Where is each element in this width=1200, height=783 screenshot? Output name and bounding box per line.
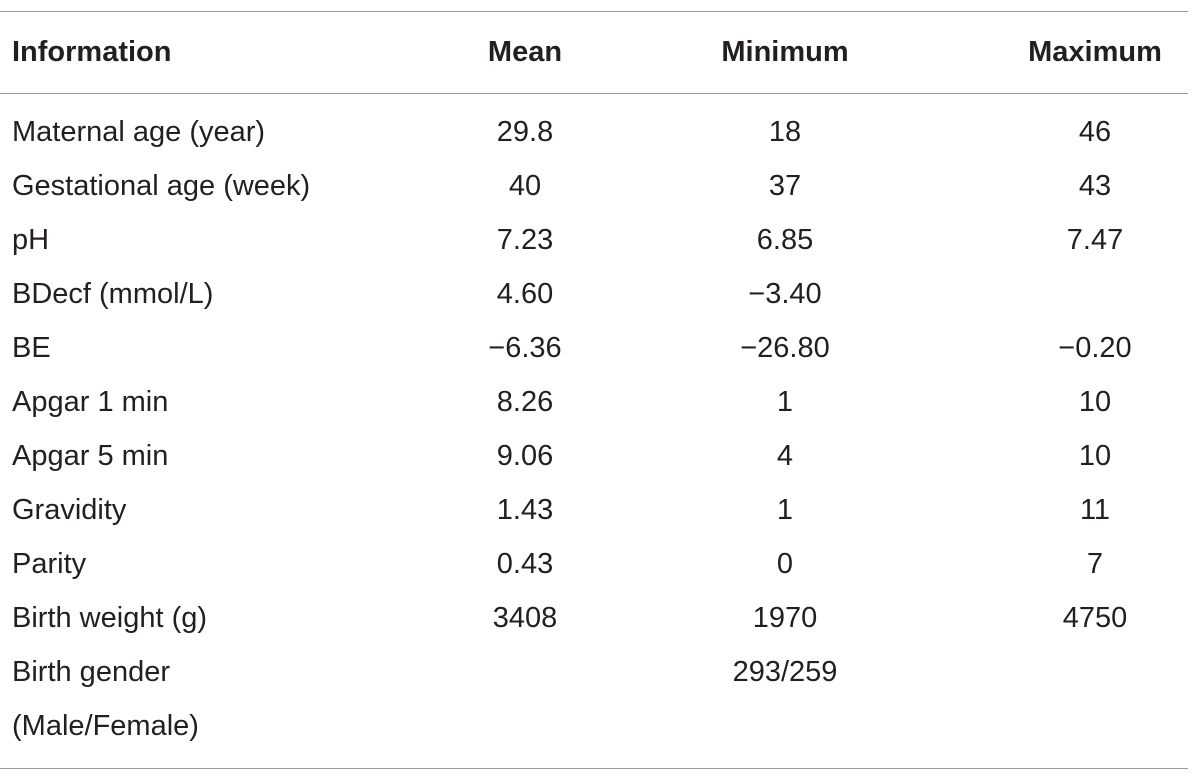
cell-mean: 4.60 <box>496 278 554 310</box>
cell-minimum: 0 <box>776 548 794 580</box>
cell-birth-gender-ratio: 293/259 <box>732 656 838 688</box>
cell-maximum: 7 <box>1086 548 1104 580</box>
cell-minimum: 1970 <box>752 602 818 634</box>
cell-minimum: 1 <box>776 386 794 418</box>
table-row: Apgar 5 min 9.06 4 10 <box>0 436 1200 490</box>
cell-maximum: 10 <box>1078 440 1112 472</box>
cell-maximum: 11 <box>1079 494 1111 526</box>
table-row: BDecf (mmol/L) 4.60 −3.40 <box>0 274 1200 328</box>
cell-minimum: 1 <box>776 494 794 526</box>
table-row: Apgar 1 min 8.26 1 10 <box>0 382 1200 436</box>
cell-minimum: 37 <box>768 170 802 202</box>
cell-maximum: 7.47 <box>1066 224 1124 256</box>
table-body: Maternal age (year) 29.8 18 46 Gestation… <box>0 112 1200 746</box>
table-row: BE −6.36 −26.80 −0.20 <box>0 328 1200 382</box>
table-top-rule <box>0 11 1188 12</box>
cell-mean: −6.36 <box>488 332 562 364</box>
table-row: Parity 0.43 0 7 <box>0 544 1200 598</box>
cell-mean: 29.8 <box>496 116 554 148</box>
table-header-rule <box>0 93 1188 94</box>
cell-maximum: 43 <box>1078 170 1112 202</box>
cell-minimum: 6.85 <box>756 224 814 256</box>
cell-information: Maternal age (year) <box>12 116 266 148</box>
header-mean: Mean <box>487 36 563 68</box>
table-row: Gravidity 1.43 1 11 <box>0 490 1200 544</box>
table-row-birth-gender: Birth gender (Male/Female) 293/259 <box>0 652 1200 746</box>
table-row: Birth weight (g) 3408 1970 4750 <box>0 598 1200 652</box>
cell-information: Gestational age (week) <box>12 170 311 202</box>
cell-maximum: 10 <box>1078 386 1112 418</box>
cell-information: Parity <box>12 548 87 580</box>
birth-gender-label-line2: (Male/Female) <box>12 710 199 742</box>
cell-information: Birth gender (Male/Female) <box>12 645 312 753</box>
cell-minimum: 4 <box>776 440 794 472</box>
cell-mean: 9.06 <box>496 440 554 472</box>
table-bottom-rule <box>0 768 1188 769</box>
cell-maximum: 4750 <box>1062 602 1128 634</box>
cell-information: Gravidity <box>12 494 127 526</box>
cell-mean: 7.23 <box>496 224 554 256</box>
header-information: Information <box>12 36 172 68</box>
birth-gender-label-line1: Birth gender <box>12 656 170 688</box>
table-row: pH 7.23 6.85 7.47 <box>0 220 1200 274</box>
cell-minimum: −26.80 <box>740 332 830 364</box>
cell-mean: 40 <box>508 170 542 202</box>
cell-information: BDecf (mmol/L) <box>12 278 214 310</box>
cell-mean: 0.43 <box>496 548 554 580</box>
cell-mean: 3408 <box>492 602 558 634</box>
cell-information: Apgar 1 min <box>12 386 169 418</box>
header-minimum: Minimum <box>721 36 849 68</box>
cell-information: Apgar 5 min <box>12 440 169 472</box>
table-row: Gestational age (week) 40 37 43 <box>0 166 1200 220</box>
cell-mean: 8.26 <box>496 386 554 418</box>
table-row: Maternal age (year) 29.8 18 46 <box>0 112 1200 166</box>
cell-minimum: −3.40 <box>748 278 822 310</box>
cell-maximum: −0.20 <box>1058 332 1132 364</box>
cell-information: pH <box>12 224 50 256</box>
cell-information: Birth weight (g) <box>12 602 208 634</box>
cell-maximum: 46 <box>1078 116 1112 148</box>
header-maximum: Maximum <box>1028 36 1162 68</box>
table-header-row: Information Mean Minimum Maximum <box>0 32 1200 72</box>
cell-information: BE <box>12 332 51 364</box>
cell-minimum: 18 <box>768 116 802 148</box>
cell-mean: 1.43 <box>496 494 554 526</box>
